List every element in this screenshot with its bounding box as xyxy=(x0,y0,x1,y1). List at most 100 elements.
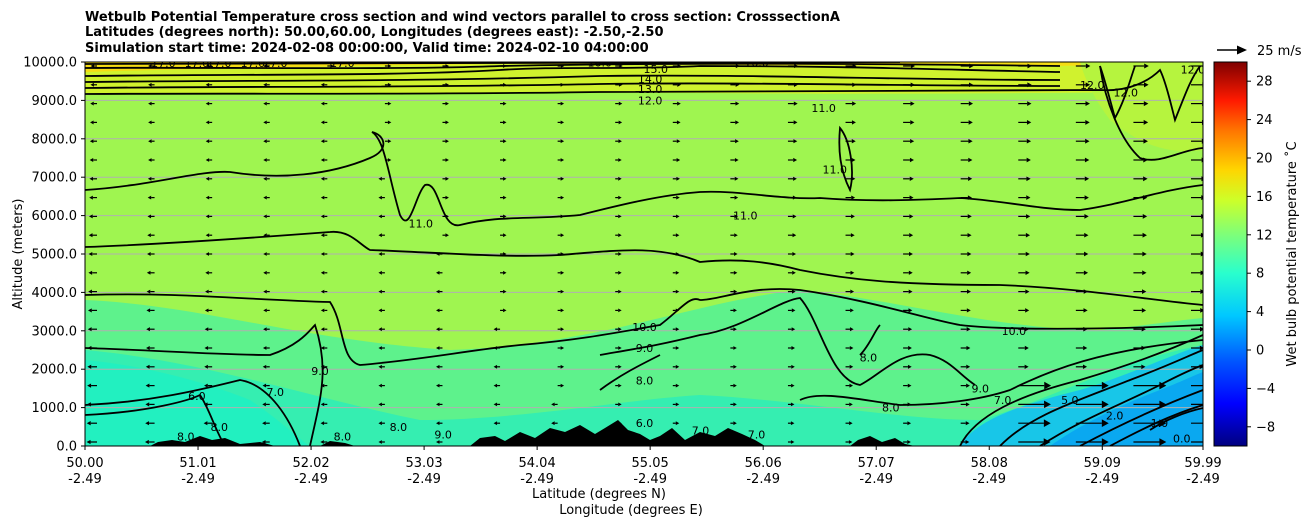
title-line-2: Latitudes (degrees north): 50.00,60.00, … xyxy=(85,25,664,40)
x-tick-label-lon: -2.49 xyxy=(972,472,1006,487)
wind-vector-head xyxy=(676,195,680,200)
wind-vector-head xyxy=(966,308,971,313)
wind-vector-head xyxy=(618,233,622,238)
wind-vector-head xyxy=(146,308,151,313)
wind-vector-head xyxy=(503,289,507,294)
wind-vector-head xyxy=(320,440,324,444)
x-tick-label-lat: 57.07 xyxy=(858,456,895,471)
wind-vector-head xyxy=(1101,419,1109,427)
contour-label: 8.0 xyxy=(860,352,878,365)
wind-vector-head xyxy=(849,383,854,388)
wind-vector-head xyxy=(908,327,913,332)
contour-label: 12.0 xyxy=(1080,79,1105,92)
wind-vector-head xyxy=(1026,176,1031,182)
wind-vector-head xyxy=(908,308,913,313)
wind-vector-head xyxy=(675,383,680,388)
wind-vector-head xyxy=(907,402,912,407)
wind-vector-head xyxy=(1143,176,1148,182)
wind-vector-head xyxy=(87,364,92,369)
wind-vector-head xyxy=(850,233,855,238)
y-tick-label: 7000.0 xyxy=(32,171,78,186)
wind-vector-head xyxy=(320,421,325,426)
wind-vector-head xyxy=(503,233,507,238)
wind-vector-head xyxy=(503,64,507,68)
wind-vector-head xyxy=(1044,381,1052,390)
wind-vector-head xyxy=(1084,176,1090,182)
wind-vector-head xyxy=(263,252,267,256)
wind-vector-head xyxy=(503,120,507,125)
wind-vector-head xyxy=(1024,364,1029,369)
wind-vector-head xyxy=(965,402,970,407)
wind-vector-head xyxy=(733,308,737,313)
wind-vector-head xyxy=(262,364,267,369)
wind-vector-head xyxy=(618,101,623,106)
quiver-key-arrowhead xyxy=(1237,45,1247,55)
title-line-3: Simulation start time: 2024-02-08 00:00:… xyxy=(85,41,649,56)
wind-vector-head xyxy=(734,214,738,219)
colorbar-tick-label: 28 xyxy=(1256,75,1273,90)
wind-vector-head xyxy=(146,289,151,294)
contour-label: 8.0 xyxy=(390,421,408,434)
contour-label: 12.0 xyxy=(1181,64,1206,77)
contour-5 xyxy=(1039,364,1203,446)
wind-vector-head xyxy=(378,327,382,332)
wind-vector-head xyxy=(909,251,913,257)
wind-vector-head xyxy=(1144,82,1149,88)
contour-label: 9.0 xyxy=(972,382,990,395)
wind-vector-head xyxy=(908,270,913,275)
wind-vector-head xyxy=(87,345,92,351)
wind-vector-head xyxy=(676,176,680,181)
wind-vector-head xyxy=(90,120,94,125)
wind-vector-head xyxy=(1083,326,1088,332)
wind-vector-head xyxy=(968,138,973,144)
wind-vector-head xyxy=(263,139,267,144)
wind-vector-head xyxy=(1084,157,1090,163)
x-tick-label-lon: -2.49 xyxy=(520,472,554,487)
wind-vector-head xyxy=(436,346,440,350)
wind-vector-head xyxy=(618,120,623,125)
x-tick-label-lat: 59.99 xyxy=(1184,456,1221,471)
wind-vector-head xyxy=(1201,157,1203,163)
contour-label: 16.0 xyxy=(744,56,769,69)
wind-vector-head xyxy=(618,252,622,256)
contour-label: 6.0 xyxy=(188,390,206,403)
wind-vector-head xyxy=(966,345,971,351)
wind-vector-head xyxy=(1101,438,1109,446)
wind-vector-head xyxy=(445,139,449,144)
wind-vector-head xyxy=(618,195,622,200)
wind-vector-head xyxy=(965,421,970,426)
wind-vector-head xyxy=(1083,345,1088,351)
wind-vector-head xyxy=(89,195,93,200)
wind-vector-head xyxy=(677,63,682,69)
wind-vector-head xyxy=(794,63,799,69)
quiver-key: 25 m/s xyxy=(1217,44,1302,59)
wind-vector-head xyxy=(148,139,152,144)
wind-vector-head xyxy=(445,101,449,106)
field-low-band xyxy=(85,290,1203,446)
wind-vector-head xyxy=(733,270,738,275)
wind-vector-head xyxy=(618,383,622,388)
wind-vector-head xyxy=(1142,289,1147,294)
wind-vector-head xyxy=(493,383,498,388)
contour-label: 8.0 xyxy=(636,375,654,388)
wind-vector-head xyxy=(1143,101,1149,107)
wind-vector-head xyxy=(560,346,565,350)
wind-vector-head xyxy=(733,327,737,332)
wind-vector-head xyxy=(618,308,622,313)
wind-vector-head xyxy=(263,308,267,313)
wind-vector-head xyxy=(1159,400,1167,409)
wind-vector-head xyxy=(560,64,565,68)
wind-vector-head xyxy=(850,270,855,275)
wind-vector-head xyxy=(147,233,151,238)
wind-vector-head xyxy=(378,270,382,275)
wind-vector-head xyxy=(733,289,738,294)
wind-vector-head xyxy=(560,82,565,87)
wind-vector-head xyxy=(1026,120,1032,125)
wind-vector-head xyxy=(378,233,382,238)
wind-vector-head xyxy=(87,327,92,332)
contour-label: 16.0 xyxy=(588,56,613,69)
wind-vector-head xyxy=(1043,438,1051,446)
wind-vector-head xyxy=(144,439,149,445)
contour-8 xyxy=(599,324,1203,406)
